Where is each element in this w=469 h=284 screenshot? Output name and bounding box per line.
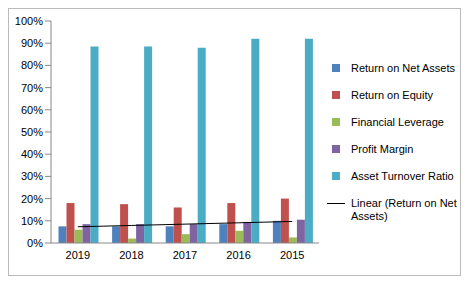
svg-text:20%: 20% — [21, 193, 43, 205]
svg-text:2018: 2018 — [119, 249, 143, 261]
html-text:Asset Turnover Ratio: Asset Turnover Ratio — [351, 169, 454, 182]
html-text:Profit Margin: Profit Margin — [351, 142, 414, 155]
svg-text:0%: 0% — [27, 237, 43, 249]
svg-text:40%: 40% — [21, 148, 43, 160]
svg-text:30%: 30% — [21, 170, 43, 182]
svg-text:60%: 60% — [21, 104, 43, 116]
html-text:Financial Leverage: Financial Leverage — [351, 115, 444, 128]
svg-text:10%: 10% — [21, 215, 43, 227]
svg-text:2017: 2017 — [173, 249, 197, 261]
svg-text:2016: 2016 — [226, 249, 250, 261]
html-text:Return on Net Assets: Return on Net Assets — [351, 61, 455, 74]
svg-text:50%: 50% — [21, 126, 43, 138]
html-text:Return on Equity: Return on Equity — [351, 88, 433, 101]
svg-text:70%: 70% — [21, 82, 43, 94]
svg-text:90%: 90% — [21, 37, 43, 49]
svg-text:80%: 80% — [21, 59, 43, 71]
html-text:Linear (Return on Net Assets): Linear (Return on Net Assets) — [351, 196, 457, 222]
svg-text:2019: 2019 — [66, 249, 90, 261]
svg-text:100%: 100% — [15, 15, 43, 27]
svg-text:2015: 2015 — [280, 249, 304, 261]
